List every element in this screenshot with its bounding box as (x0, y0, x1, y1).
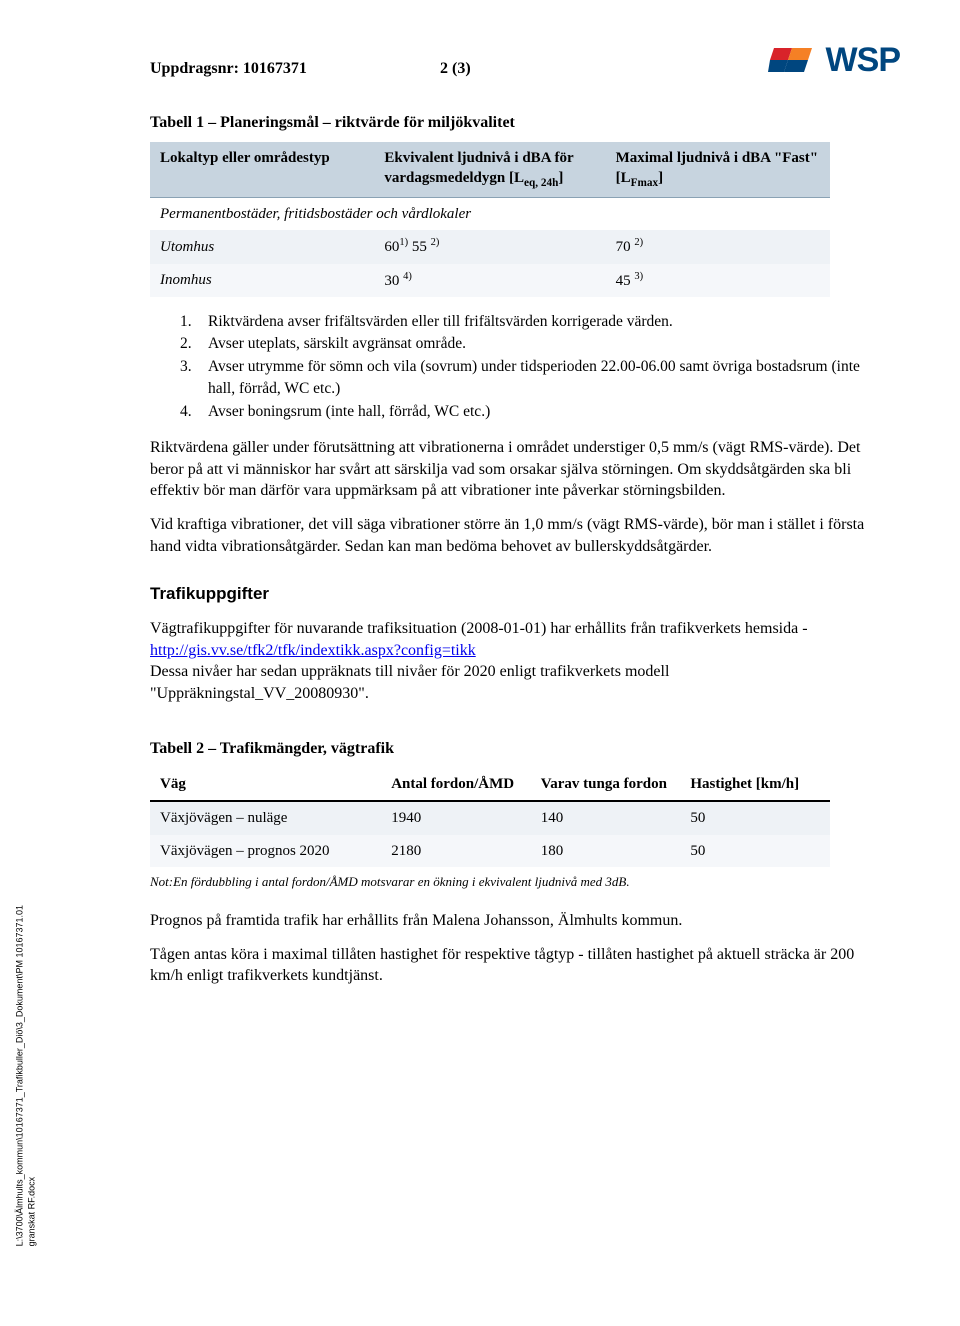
cell: 30 4) (374, 264, 605, 297)
table1-col1: Lokaltyp eller områdestyp (150, 142, 374, 198)
table-row: Permanentbostäder, fritidsbostäder och v… (150, 198, 830, 231)
table1-col3: Maximal ljudnivå i dBA "Fast" [LFmax] (606, 142, 830, 198)
table1-col2: Ekvivalent ljudnivå i dBA för vardagsmed… (374, 142, 605, 198)
cell: 180 (531, 835, 681, 867)
cell: 140 (531, 801, 681, 834)
wsp-logo-text: WSP (826, 41, 900, 80)
content: Tabell 1 – Planeringsmål – riktvärde för… (150, 112, 870, 987)
table-row: Inomhus 30 4) 45 3) (150, 264, 830, 297)
wsp-logo: WSP (768, 40, 900, 80)
table2-h2: Antal fordon/ÅMD (381, 768, 531, 801)
cell: Växjövägen – nuläge (150, 801, 381, 834)
list-item: 3.Avser utrymme för sömn och vila (sovru… (180, 356, 870, 401)
traffic-link[interactable]: http://gis.vv.se/tfk2/tfk/indextikk.aspx… (150, 642, 476, 659)
table2-title: Tabell 2 – Trafikmängder, vägtrafik (150, 738, 870, 760)
table1-title: Tabell 1 – Planeringsmål – riktvärde för… (150, 112, 870, 134)
table2-h1: Väg (150, 768, 381, 801)
table1-subheader: Permanentbostäder, fritidsbostäder och v… (150, 198, 830, 231)
side-filepath: L:\3700\Älmhults_kommun\10167371_Trafikb… (15, 905, 38, 1246)
wsp-logo-icon (768, 40, 820, 80)
cell: 2180 (381, 835, 531, 867)
table2-note: Not:En fördubbling i antal fordon/ÅMD mo… (150, 873, 870, 891)
uppdragsnr-label: Uppdragsnr: (150, 60, 239, 77)
paragraph: Prognos på framtida trafik har erhållits… (150, 910, 870, 932)
cell: 45 3) (606, 264, 830, 297)
table-row: Växjövägen – nuläge 1940 140 50 (150, 801, 830, 834)
cell: 1940 (381, 801, 531, 834)
list-item: 4.Avser boningsrum (inte hall, förråd, W… (180, 401, 870, 423)
table2-h3: Varav tunga fordon (531, 768, 681, 801)
table-row: Växjövägen – prognos 2020 2180 180 50 (150, 835, 830, 867)
table2-h4: Hastighet [km/h] (680, 768, 830, 801)
paragraph: Vägtrafikuppgifter för nuvarande trafiks… (150, 618, 870, 704)
paragraph: Vid kraftiga vibrationer, det vill säga … (150, 514, 870, 557)
table1: Lokaltyp eller områdestyp Ekvivalent lju… (150, 142, 830, 297)
cell: 601) 55 2) (374, 230, 605, 263)
cell: Utomhus (150, 230, 374, 263)
cell: 50 (680, 835, 830, 867)
uppdragsnr: Uppdragsnr: 10167371 (150, 60, 307, 78)
paragraph: Riktvärdena gäller under förutsättning a… (150, 437, 870, 502)
cell: Växjövägen – prognos 2020 (150, 835, 381, 867)
cell: 50 (680, 801, 830, 834)
page-header: Uppdragsnr: 10167371 2 (3) WSP (150, 60, 870, 78)
cell: 70 2) (606, 230, 830, 263)
paragraph: Tågen antas köra i maximal tillåten hast… (150, 944, 870, 987)
footnotes-list: 1.Riktvärdena avser frifältsvärden eller… (180, 311, 870, 423)
uppdragsnr-value: 10167371 (243, 60, 307, 77)
page-number: 2 (3) (440, 60, 471, 78)
table2: Väg Antal fordon/ÅMD Varav tunga fordon … (150, 768, 830, 867)
list-item: 1.Riktvärdena avser frifältsvärden eller… (180, 311, 870, 333)
traffic-heading: Trafikuppgifter (150, 583, 870, 606)
cell: Inomhus (150, 264, 374, 297)
list-item: 2.Avser uteplats, särskilt avgränsat omr… (180, 333, 870, 355)
table-row: Utomhus 601) 55 2) 70 2) (150, 230, 830, 263)
